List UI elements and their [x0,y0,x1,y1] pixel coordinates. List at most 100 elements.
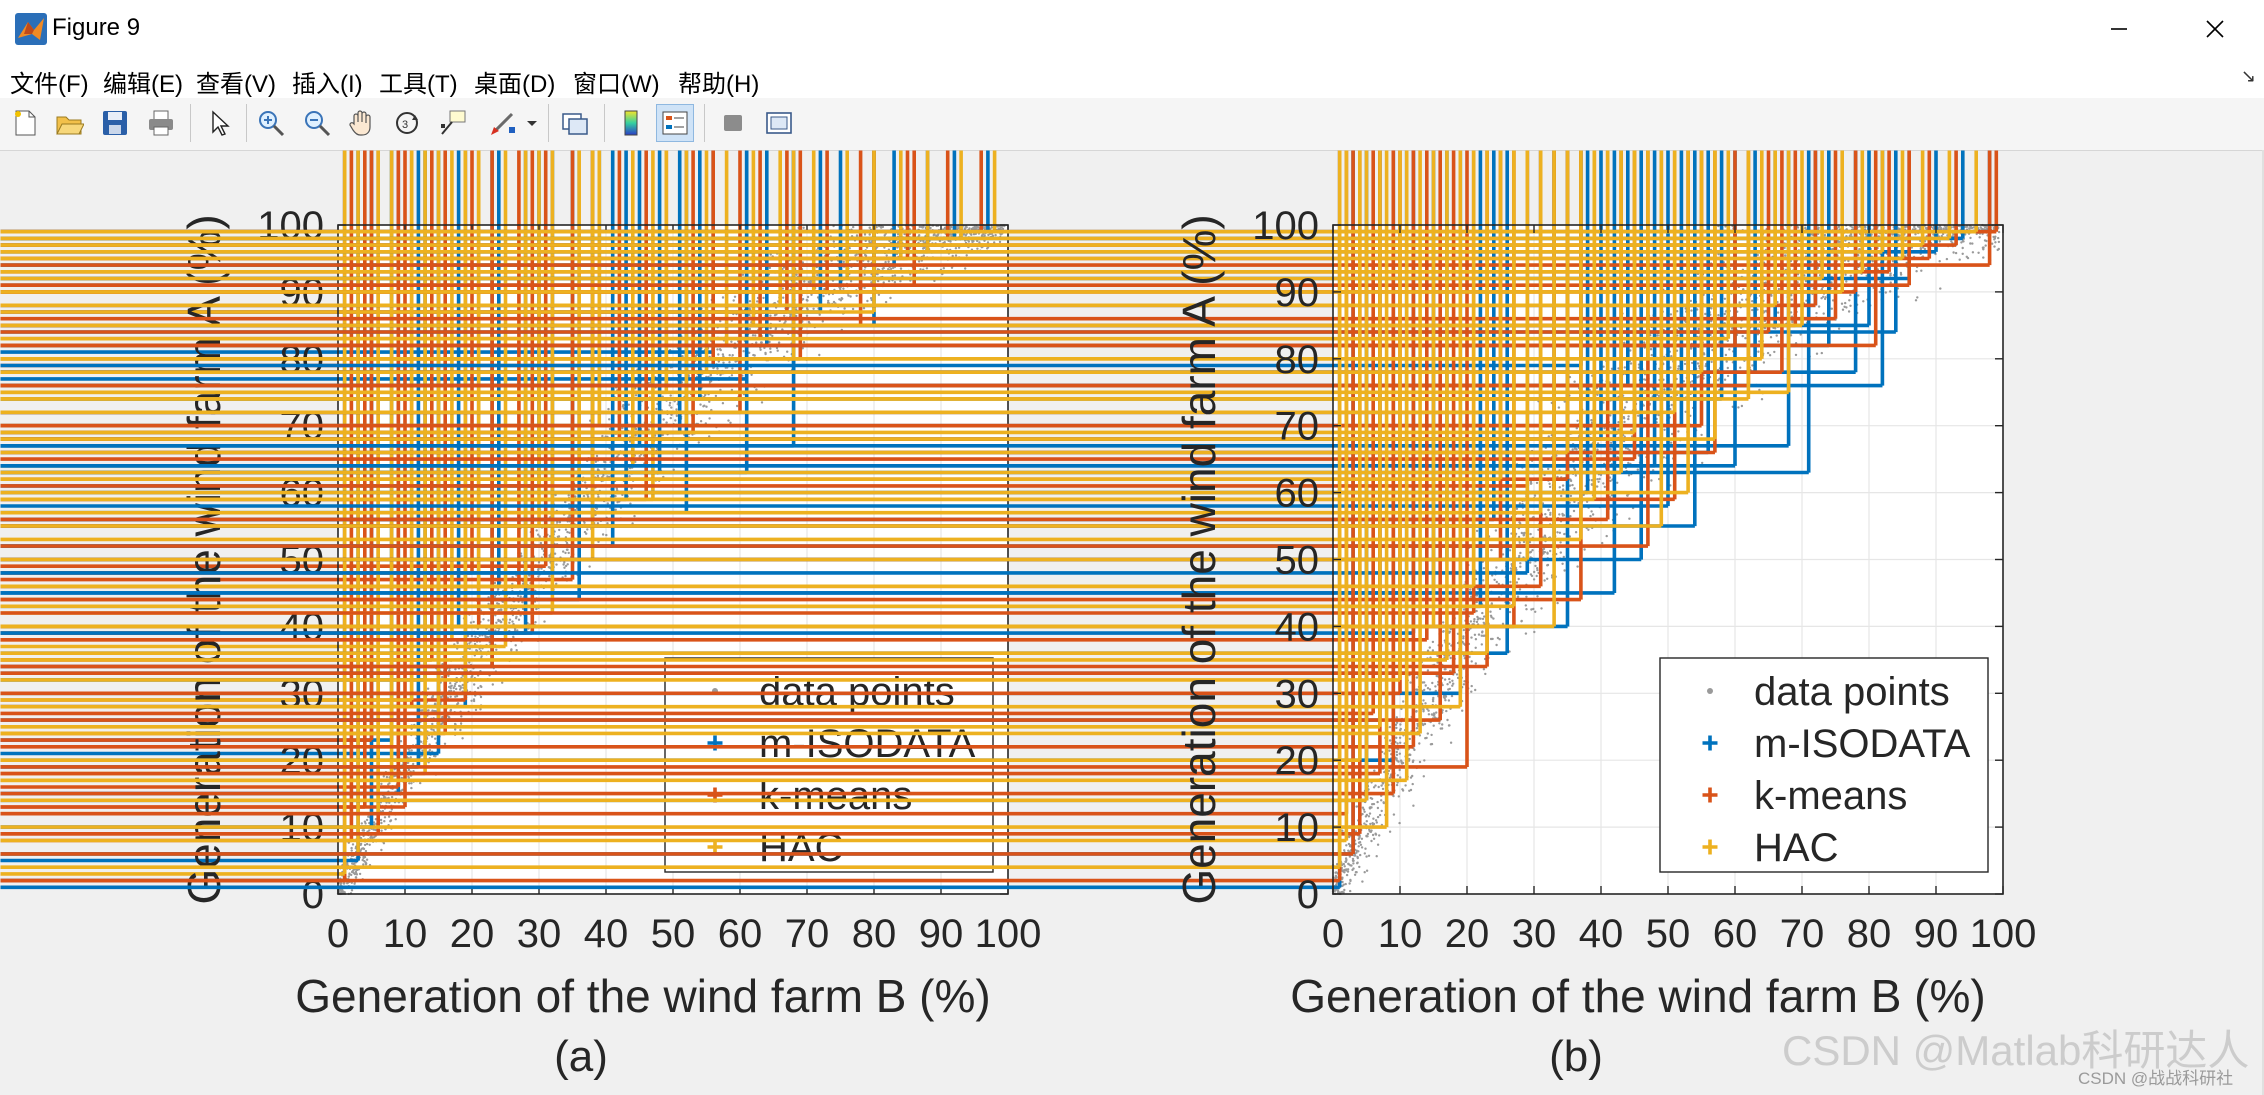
data-point [1345,844,1348,847]
data-point [1535,574,1538,578]
data-point [1696,362,1700,365]
data-point [516,594,520,598]
data-point [734,360,737,363]
data-point [360,822,363,825]
data-point [1560,494,1563,498]
data-point [1562,555,1566,559]
data-point [1001,227,1005,230]
data-point [1395,783,1399,787]
zoom-in-icon[interactable] [252,104,290,142]
data-point [382,775,385,778]
data-point [514,617,518,620]
menu-tools[interactable]: 工具(T) [379,71,458,98]
data-point [1367,854,1371,857]
data-point [1480,643,1484,646]
open-file-icon[interactable] [50,104,88,142]
data-point [1804,226,1807,230]
minimize-button[interactable] [2074,0,2164,58]
menu-desktop[interactable]: 桌面(D) [474,71,556,98]
data-point [1377,785,1380,789]
data-point [1000,225,1003,229]
brush-dropdown-arrow-icon[interactable] [522,104,542,142]
undock-arrow-icon[interactable]: ↘ [2240,66,2256,86]
data-point [1751,308,1754,312]
data-point [568,514,571,517]
data-point [1569,494,1573,498]
link-plot-icon[interactable] [556,104,594,142]
data-point [382,842,386,845]
data-point [564,528,568,531]
data-point [1341,880,1344,884]
data-point [847,294,850,297]
data-point [566,548,569,551]
y-tick-label: 100 [257,204,324,248]
data-point [480,655,483,658]
data-point [662,418,665,421]
data-point [461,674,464,677]
zoom-out-icon[interactable] [298,104,336,142]
menu-window[interactable]: 窗口(W) [573,71,660,98]
legend-icon[interactable] [656,104,694,142]
data-point [1769,336,1773,339]
data-point [1364,847,1367,850]
data-point [1352,859,1355,862]
data-point [458,688,462,691]
data-point [789,313,792,317]
colorbar-icon[interactable] [612,104,650,142]
data-point [1766,351,1770,355]
data-point [408,782,411,785]
data-point [454,668,457,671]
data-point [1689,347,1693,350]
menu-insert[interactable]: 插入(I) [292,71,363,98]
data-point [1587,528,1590,531]
hide-plot-tools-icon[interactable] [714,104,752,142]
brush-icon[interactable] [484,104,522,142]
close-button[interactable] [2170,0,2260,58]
print-icon[interactable] [142,104,180,142]
data-point [1369,796,1373,800]
data-point [477,686,480,690]
data-point [672,468,675,471]
menu-edit[interactable]: 编辑(E) [103,71,183,98]
data-point [1360,846,1364,849]
data-cursor-icon[interactable] [434,104,472,142]
data-point [1475,529,1479,533]
data-point [1627,417,1630,421]
data-point [908,246,912,249]
data-point [606,502,609,505]
rotate-3d-icon[interactable]: 3 [388,104,426,142]
data-point [729,421,732,424]
select-arrow-icon[interactable] [200,104,238,142]
x-tick-label: 100 [975,912,1042,956]
save-icon[interactable] [96,104,134,142]
data-point [917,260,921,263]
data-point [1597,480,1600,483]
data-point [1346,870,1350,873]
show-plot-tools-icon[interactable] [760,104,798,142]
data-point [1432,712,1436,715]
data-point [1343,868,1346,872]
data-point [776,349,779,352]
data-point [448,716,451,719]
new-figure-icon[interactable] [6,104,44,142]
data-point [449,685,452,688]
data-point [1751,364,1754,367]
data-point [574,508,577,512]
menu-view[interactable]: 查看(V) [196,71,276,98]
data-point [1519,562,1522,565]
figure-canvas[interactable]: 0 10 20 30 40 50 60 70 80 90 100010203040506070809… [0,150,2262,1095]
data-point [1376,806,1380,810]
maximize-button-area[interactable] [2076,0,2166,58]
data-point [468,642,471,645]
menu-file[interactable]: 文件(F) [10,71,89,98]
data-point [1452,682,1455,685]
data-point [340,881,343,885]
data-point [896,233,900,236]
menu-help[interactable]: 帮助(H) [678,71,760,98]
data-point [515,574,518,577]
data-point [1823,297,1827,301]
data-point [921,226,924,229]
data-point [1436,661,1439,664]
pan-hand-icon[interactable] [342,104,380,142]
data-point [935,234,938,237]
